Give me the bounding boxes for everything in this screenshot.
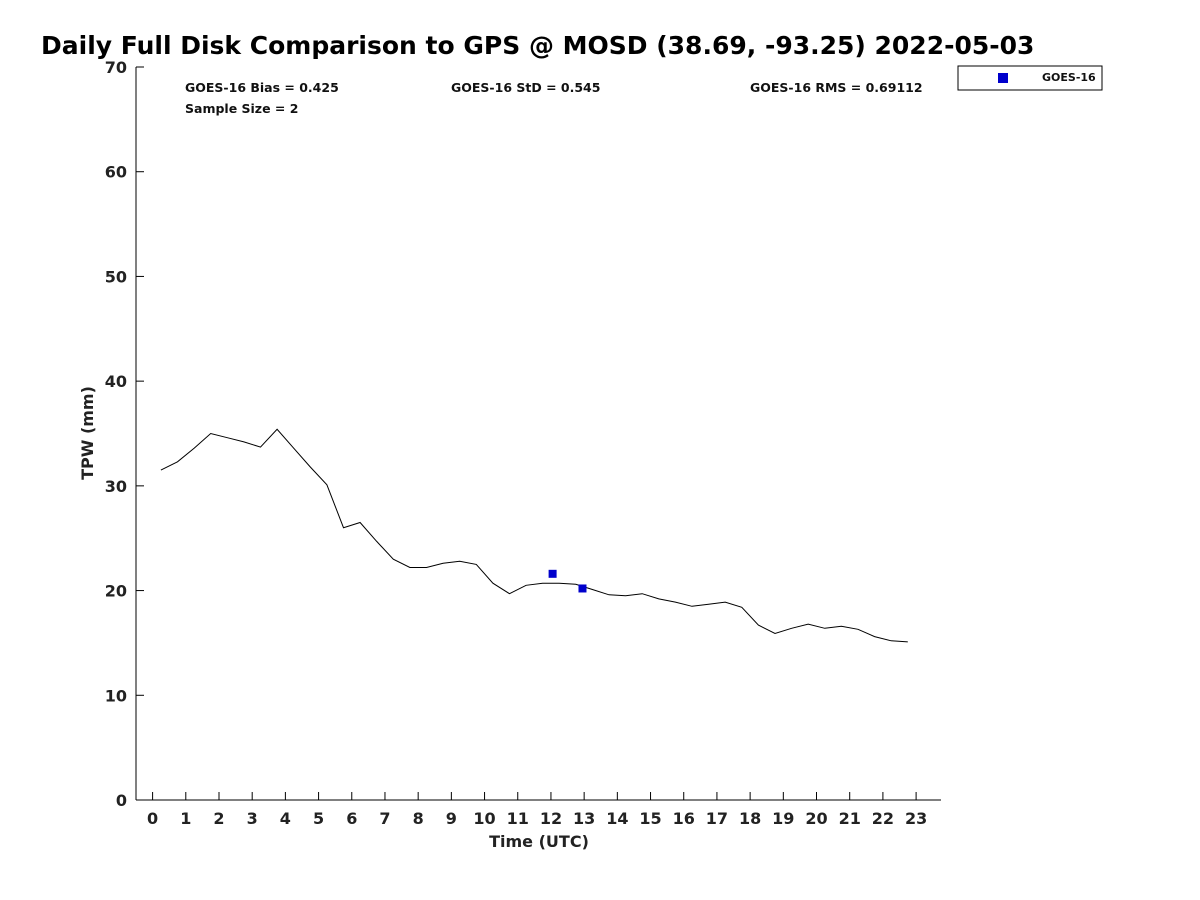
legend: GOES-16 — [957, 65, 1103, 91]
x-tick-label: 5 — [313, 809, 324, 828]
x-tick-label: 3 — [247, 809, 258, 828]
x-tick-label: 21 — [839, 809, 861, 828]
x-tick-label: 6 — [346, 809, 357, 828]
y-tick-label: 70 — [105, 58, 127, 77]
rms-stat: GOES-16 RMS = 0.69112 — [750, 80, 923, 95]
y-tick-label: 30 — [105, 477, 127, 496]
x-tick-label: 11 — [507, 809, 529, 828]
x-tick-label: 22 — [872, 809, 894, 828]
x-tick-label: 20 — [805, 809, 827, 828]
y-tick-label: 20 — [105, 582, 127, 601]
x-tick-label: 13 — [573, 809, 595, 828]
x-tick-label: 18 — [739, 809, 761, 828]
x-tick-label: 15 — [639, 809, 661, 828]
chart-title: Daily Full Disk Comparison to GPS @ MOSD… — [41, 31, 1034, 60]
x-tick-label: 8 — [413, 809, 424, 828]
x-tick-label: 23 — [905, 809, 927, 828]
x-tick-label: 16 — [673, 809, 695, 828]
goes16-points — [548, 569, 587, 593]
x-tick-label: 19 — [772, 809, 794, 828]
y-ticks: 0 10 20 30 40 50 60 70 — [105, 58, 144, 810]
y-tick-label: 50 — [105, 267, 127, 286]
bias-stat: GOES-16 Bias = 0.425 — [185, 80, 339, 95]
x-tick-label: 17 — [706, 809, 728, 828]
legend-box — [957, 65, 1103, 91]
goes16-point — [578, 584, 587, 593]
x-tick-label: 9 — [446, 809, 457, 828]
goes16-point — [548, 569, 557, 578]
x-tick-label: 2 — [213, 809, 224, 828]
y-tick-label: 60 — [105, 163, 127, 182]
legend-label: GOES-16 — [1042, 71, 1096, 84]
plot-area — [135, 67, 941, 801]
x-tick-label: 7 — [379, 809, 390, 828]
y-tick-label: 10 — [105, 686, 127, 705]
x-ticks: 0 1 2 3 4 5 6 7 8 9 10 11 12 13 14 15 16 17 18 19 20 21 22 23 — [147, 792, 927, 828]
gps-series-line — [160, 428, 908, 643]
x-tick-label: 4 — [280, 809, 291, 828]
x-tick-label: 14 — [606, 809, 628, 828]
std-stat: GOES-16 StD = 0.545 — [451, 80, 600, 95]
legend-marker — [998, 73, 1008, 83]
sample-size-stat: Sample Size = 2 — [185, 101, 298, 116]
y-tick-label: 40 — [105, 372, 127, 391]
y-tick-label: 0 — [116, 791, 127, 810]
y-axis-label: TPW (mm) — [78, 386, 97, 480]
x-tick-label: 10 — [473, 809, 495, 828]
x-tick-label: 0 — [147, 809, 158, 828]
x-axis-label: Time (UTC) — [489, 832, 589, 851]
x-tick-label: 1 — [180, 809, 191, 828]
x-tick-label: 12 — [540, 809, 562, 828]
